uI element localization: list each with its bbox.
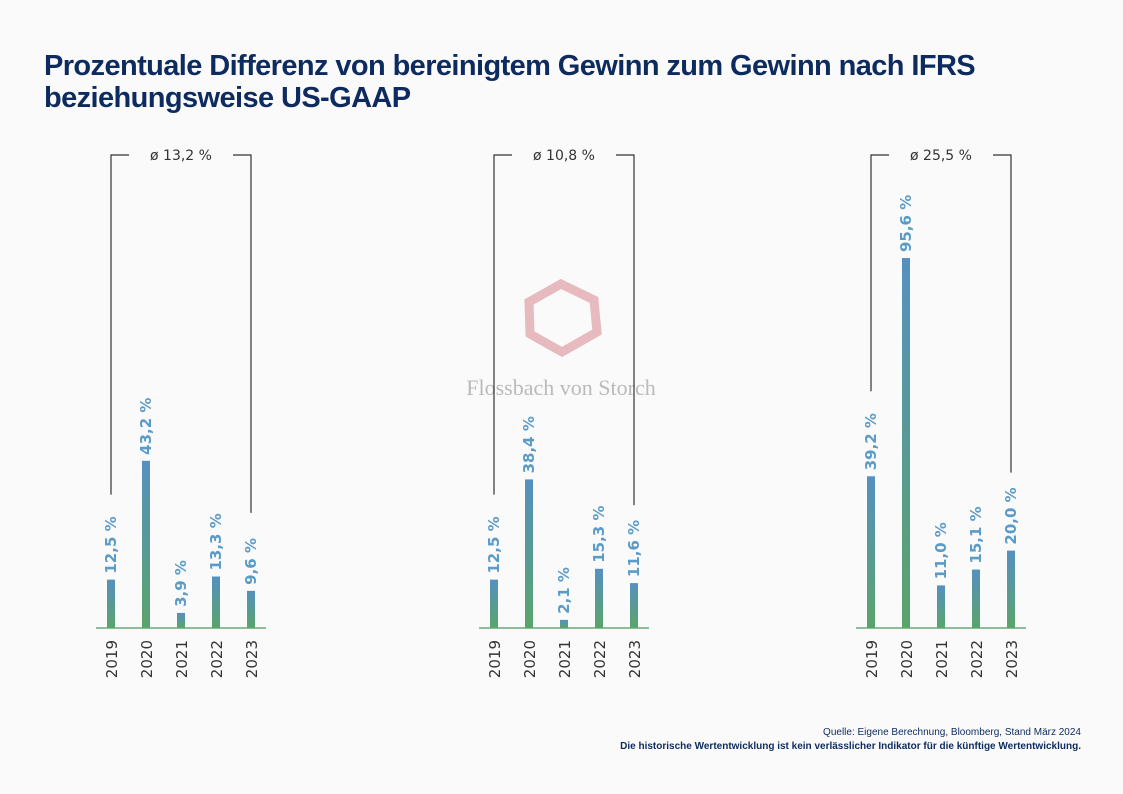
data-label: 43,2 % [137,398,155,455]
bar [525,479,533,628]
chart-group-2: 12,5 % 2019 38,4 % 2020 2,1 % 2021 15,3 % 2022 1… [479,148,649,678]
chart-group-1: 12,5 % 2019 43,2 % 2020 3,9 % 2021 13,3 % 2022 9… [96,148,266,678]
bar [595,568,603,628]
x-tick-label: 2022 [591,640,609,678]
data-label: 38,4 % [520,416,538,473]
x-tick-label: 2023 [1003,640,1021,678]
bar [972,569,980,628]
x-tick-label: 2019 [863,640,881,678]
average-bracket [493,154,635,506]
average-label: ø 25,5 % [910,148,972,164]
x-tick-label: 2020 [521,640,539,678]
data-label: 12,5 % [485,516,503,573]
average-label: ø 13,2 % [150,148,212,164]
data-label: 95,6 % [897,195,915,252]
data-label: 15,1 % [967,506,985,563]
bar [630,583,638,628]
average-bracket [110,154,252,513]
bar [177,612,185,628]
bar [560,619,568,628]
x-tick-label: 2022 [208,640,226,678]
x-tick-label: 2021 [173,640,191,678]
data-label: 20,0 % [1002,487,1020,544]
chart-group-3: 39,2 % 2019 95,6 % 2020 11,0 % 2021 15,1 % 2022… [856,148,1026,678]
data-label: 2,1 % [555,567,573,614]
x-tick-label: 2020 [898,640,916,678]
x-tick-label: 2022 [968,640,986,678]
x-tick-label: 2019 [486,640,504,678]
watermark-text: Flossbach von Storch [466,375,655,400]
bar [247,590,255,628]
data-label: 11,6 % [625,520,643,577]
source-note: Quelle: Eigene Berechnung, Bloomberg, St… [823,727,1081,738]
pentagon-logo-icon [524,278,602,358]
bar [490,579,498,628]
bar [902,258,910,628]
data-label: 13,3 % [207,513,225,570]
data-label: 12,5 % [102,516,120,573]
watermark-logo: Flossbach von Storch [466,278,656,400]
data-label: 15,3 % [590,506,608,563]
data-label: 11,0 % [932,522,950,579]
data-label: 3,9 % [172,560,190,607]
average-bracket [870,154,1012,473]
bar [937,585,945,628]
average-label: ø 10,8 % [533,148,595,164]
chart-title: Prozentuale Differenz von bereinigtem Ge… [44,50,976,114]
bar [212,576,220,628]
x-tick-label: 2021 [556,640,574,678]
x-tick-label: 2020 [138,640,156,678]
data-label: 39,2 % [862,413,880,470]
x-tick-label: 2023 [243,640,261,678]
x-tick-label: 2019 [103,640,121,678]
bar [867,476,875,628]
x-tick-label: 2021 [933,640,951,678]
bar [107,579,115,628]
data-label: 9,6 % [242,538,260,585]
disclaimer: Die historische Wertentwicklung ist kein… [620,741,1081,752]
x-tick-label: 2023 [626,640,644,678]
bar [1007,550,1015,628]
bar [142,460,150,628]
